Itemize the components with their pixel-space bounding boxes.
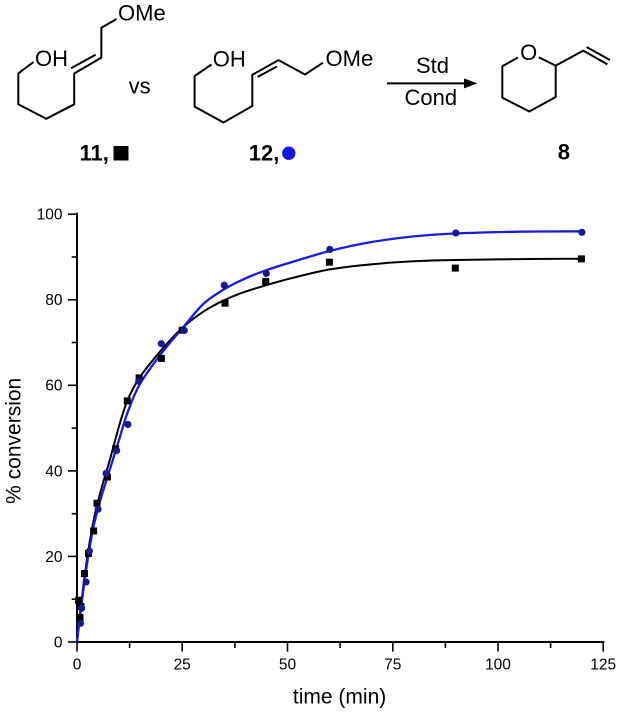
svg-text:OMe: OMe: [326, 46, 374, 71]
svg-text:11,: 11,: [80, 141, 109, 166]
svg-text:50: 50: [279, 656, 297, 673]
svg-text:12,: 12,: [249, 141, 280, 166]
svg-text:40: 40: [45, 463, 63, 480]
svg-text:0: 0: [73, 656, 82, 673]
svg-text:OMe: OMe: [118, 0, 166, 25]
svg-text:75: 75: [384, 656, 401, 673]
svg-text:O: O: [520, 40, 537, 65]
svg-text:0: 0: [54, 634, 63, 651]
svg-text:100: 100: [485, 656, 511, 673]
svg-text:time (min): time (min): [293, 686, 386, 709]
svg-text:60: 60: [45, 378, 63, 395]
svg-text:125: 125: [590, 656, 616, 673]
svg-text:Std: Std: [416, 53, 449, 78]
svg-text:8: 8: [558, 140, 570, 165]
svg-text:vs: vs: [129, 74, 151, 99]
svg-text:Cond: Cond: [405, 85, 458, 110]
svg-text:OH: OH: [35, 46, 68, 71]
svg-text:20: 20: [45, 549, 63, 566]
svg-text:100: 100: [37, 207, 63, 224]
svg-text:25: 25: [174, 656, 191, 673]
svg-text:80: 80: [45, 292, 63, 309]
svg-text:% conversion: % conversion: [3, 378, 26, 504]
svg-text:OH: OH: [213, 47, 246, 72]
